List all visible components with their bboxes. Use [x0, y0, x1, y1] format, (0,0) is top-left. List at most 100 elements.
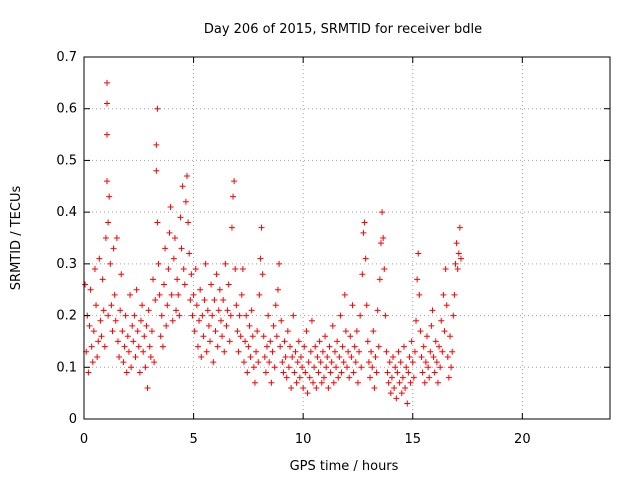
data-point: [397, 359, 404, 366]
data-point: [111, 291, 118, 298]
data-point: [104, 131, 111, 138]
data-point: [361, 219, 368, 226]
data-point: [293, 379, 300, 386]
data-point: [402, 384, 409, 391]
data-point: [220, 297, 227, 304]
data-point: [288, 384, 295, 391]
data-point: [215, 307, 222, 314]
data-point: [396, 379, 403, 386]
data-point: [140, 348, 147, 355]
data-point: [259, 271, 266, 278]
data-point: [354, 379, 361, 386]
data-point: [207, 338, 214, 345]
data-point: [112, 317, 119, 324]
data-point: [133, 286, 140, 293]
data-point: [267, 338, 274, 345]
data-point: [346, 374, 353, 381]
data-point: [432, 338, 439, 345]
data-point: [168, 291, 175, 298]
data-point: [238, 291, 245, 298]
data-point: [234, 328, 241, 335]
data-point: [164, 302, 171, 309]
data-point: [223, 322, 230, 329]
data-point: [292, 348, 299, 355]
data-point: [255, 359, 262, 366]
data-point: [96, 255, 103, 262]
data-point: [89, 359, 96, 366]
data-point: [108, 302, 115, 309]
data-point: [384, 369, 391, 376]
data-point: [158, 312, 165, 319]
data-point: [356, 348, 363, 355]
data-point: [348, 353, 355, 360]
data-point: [246, 322, 253, 329]
data-point: [413, 317, 420, 324]
data-point: [350, 369, 357, 376]
data-point: [339, 343, 346, 350]
data-point: [247, 353, 254, 360]
data-point: [330, 379, 337, 386]
data-point: [181, 281, 188, 288]
data-point: [452, 260, 459, 267]
data-point: [131, 312, 138, 319]
data-point: [451, 291, 458, 298]
data-point: [203, 348, 210, 355]
data-point: [423, 333, 430, 340]
data-point: [256, 291, 263, 298]
data-point: [337, 312, 344, 319]
data-point: [312, 343, 319, 350]
data-point: [335, 374, 342, 381]
data-point: [104, 178, 111, 185]
y-tick-label: 0.4: [56, 205, 77, 220]
data-point: [283, 374, 290, 381]
data-point: [121, 343, 128, 350]
data-point: [443, 302, 450, 309]
data-point: [291, 369, 298, 376]
data-point: [358, 364, 365, 371]
data-point: [221, 348, 228, 355]
data-point: [456, 224, 463, 231]
data-point: [106, 193, 113, 200]
data-point: [113, 235, 120, 241]
data-point: [449, 348, 456, 355]
data-point: [244, 369, 251, 376]
data-point: [428, 322, 435, 329]
data-point: [143, 322, 150, 329]
data-point: [211, 297, 218, 304]
data-point: [280, 369, 287, 376]
data-point: [86, 322, 93, 329]
data-point: [257, 255, 264, 262]
data-point: [175, 291, 182, 298]
data-point: [135, 343, 142, 350]
data-point: [265, 312, 272, 319]
data-point: [310, 379, 317, 386]
data-point: [405, 369, 412, 376]
data-point: [216, 286, 223, 293]
data-point: [341, 291, 348, 298]
data-point: [352, 359, 359, 366]
data-point: [398, 390, 405, 397]
data-point: [416, 291, 423, 298]
y-tick-label: 0: [69, 412, 77, 427]
data-point: [197, 286, 204, 293]
data-point: [368, 348, 375, 355]
data-point: [94, 353, 101, 360]
data-point: [99, 276, 106, 283]
data-point: [251, 379, 258, 386]
data-point: [198, 353, 205, 360]
data-point: [457, 255, 464, 262]
data-point: [365, 359, 372, 366]
data-point: [254, 328, 261, 335]
data-point: [130, 338, 137, 345]
data-point: [260, 333, 267, 340]
data-point: [191, 328, 198, 335]
data-point: [189, 312, 196, 319]
data-point: [150, 276, 157, 283]
data-point: [383, 348, 390, 355]
data-point: [208, 281, 215, 288]
data-point: [166, 229, 173, 236]
data-point: [345, 348, 352, 355]
data-point: [344, 364, 350, 371]
data-point: [124, 333, 131, 340]
data-point: [204, 307, 211, 314]
